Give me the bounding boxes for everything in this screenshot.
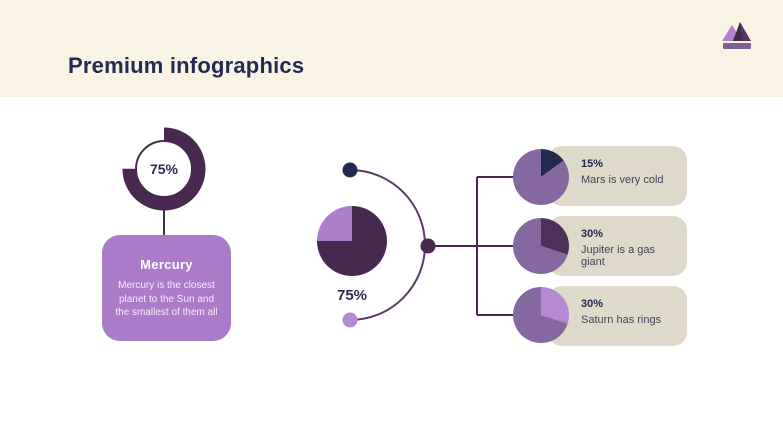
mercury-donut-chart: 75% (122, 127, 206, 211)
mars-pie-chart (513, 149, 569, 205)
mercury-card-description: Mercury is the closest planet to the Sun… (115, 280, 218, 318)
jupiter-percent: 30% (581, 228, 604, 240)
planet-card-saturn: 30% Saturn has rings (548, 286, 687, 346)
donut-progress-arc (122, 127, 206, 211)
orbit-dot-top (342, 162, 358, 178)
mars-text: Mars is very cold (581, 174, 664, 186)
center-pie-chart (317, 206, 387, 276)
connector-lines (428, 176, 519, 316)
pie-slice (513, 218, 568, 274)
header-band: Premium infographics (0, 0, 783, 97)
donut-card-stem (163, 209, 165, 236)
orbit-dot-middle (420, 238, 436, 254)
orbit-dot-bottom (342, 312, 358, 328)
donut-inner-ring (135, 140, 193, 198)
pie-slice (541, 287, 569, 324)
page-title: Premium infographics (68, 53, 305, 78)
planet-card-mars: 15% Mars is very cold (548, 146, 687, 206)
pie-slice (513, 149, 569, 205)
donut-svg (122, 127, 206, 211)
pie-slice (513, 287, 568, 343)
mercury-card-title: Mercury (140, 257, 193, 272)
center-pie-percent-label: 75% (336, 287, 368, 304)
saturn-pie-chart (513, 287, 569, 343)
jupiter-pie-chart (513, 218, 569, 274)
mars-percent: 15% (581, 158, 604, 170)
pie-slice (541, 218, 569, 255)
saturn-text: Saturn has rings (581, 314, 662, 326)
saturn-percent: 30% (581, 298, 604, 310)
jupiter-text: Jupiter is a gas giant (581, 244, 655, 268)
mercury-card: Mercury Mercury is the closest planet to… (102, 235, 231, 341)
pie-slice (541, 149, 564, 177)
pie-slice (317, 206, 352, 241)
planet-card-jupiter: 30% Jupiter is a gas giant (548, 216, 687, 276)
donut-percent-label: 75% (149, 161, 179, 177)
crown-icon (722, 22, 751, 49)
